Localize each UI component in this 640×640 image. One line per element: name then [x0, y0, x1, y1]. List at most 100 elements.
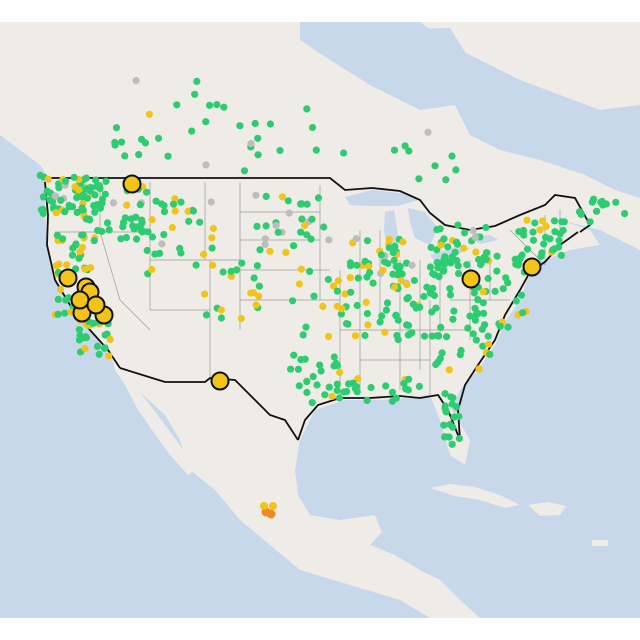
station-marker-320[interactable]: [391, 242, 399, 250]
large-station-marker-0[interactable]: [122, 174, 142, 194]
station-marker-198[interactable]: [177, 249, 185, 257]
station-marker-604[interactable]: [213, 101, 221, 109]
station-marker-74[interactable]: [143, 188, 151, 196]
station-marker-207[interactable]: [151, 250, 159, 258]
station-marker-417[interactable]: [448, 253, 456, 261]
station-marker-163[interactable]: [103, 330, 111, 338]
station-marker-532[interactable]: [428, 332, 436, 340]
station-marker-391[interactable]: [428, 308, 436, 316]
station-marker-112[interactable]: [90, 237, 98, 245]
station-marker-598[interactable]: [155, 134, 163, 142]
station-marker-462[interactable]: [484, 274, 492, 283]
station-marker-565[interactable]: [388, 388, 397, 396]
station-marker-314[interactable]: [336, 368, 344, 376]
station-marker-265[interactable]: [361, 331, 369, 340]
station-marker-625[interactable]: [452, 166, 460, 174]
station-marker-204[interactable]: [136, 201, 144, 209]
station-marker-619[interactable]: [340, 149, 348, 157]
station-marker-248[interactable]: [301, 221, 309, 229]
station-marker-242[interactable]: [298, 215, 306, 223]
station-marker-393[interactable]: [403, 295, 411, 303]
station-marker-464[interactable]: [475, 255, 483, 264]
station-marker-618[interactable]: [448, 152, 456, 160]
station-marker-186[interactable]: [209, 261, 217, 269]
station-marker-310[interactable]: [332, 359, 340, 367]
station-marker-168[interactable]: [93, 342, 102, 350]
large-station-marker-10[interactable]: [86, 295, 106, 315]
station-marker-524[interactable]: [435, 332, 443, 340]
station-marker-590[interactable]: [118, 138, 126, 146]
station-marker-446[interactable]: [496, 322, 504, 330]
station-marker-458[interactable]: [480, 253, 488, 261]
station-marker-258[interactable]: [290, 242, 298, 250]
station-marker-245[interactable]: [320, 223, 328, 231]
station-marker-580[interactable]: [588, 198, 597, 206]
station-marker-226[interactable]: [238, 259, 246, 267]
station-marker-487[interactable]: [550, 217, 559, 225]
station-marker-509[interactable]: [538, 249, 546, 257]
station-marker-378[interactable]: [404, 331, 412, 339]
station-marker-435[interactable]: [433, 258, 441, 267]
station-marker-33[interactable]: [65, 201, 73, 209]
station-marker-571[interactable]: [404, 386, 412, 394]
station-marker-158[interactable]: [81, 344, 89, 353]
station-marker-263[interactable]: [351, 332, 360, 340]
station-marker-125[interactable]: [54, 310, 62, 318]
station-marker-522[interactable]: [479, 342, 487, 350]
station-marker-545[interactable]: [441, 390, 449, 398]
station-marker-480[interactable]: [529, 236, 538, 244]
station-marker-367[interactable]: [408, 261, 416, 269]
station-marker-581[interactable]: [597, 198, 605, 206]
station-marker-612[interactable]: [236, 122, 244, 130]
station-marker-142[interactable]: [52, 262, 60, 270]
station-marker-323[interactable]: [352, 235, 360, 243]
station-marker-518[interactable]: [443, 333, 451, 341]
station-marker-275[interactable]: [289, 297, 297, 305]
station-marker-501[interactable]: [542, 233, 550, 241]
station-marker-247[interactable]: [262, 222, 270, 230]
station-marker-309[interactable]: [309, 373, 317, 381]
station-marker-202[interactable]: [189, 207, 198, 215]
station-marker-563[interactable]: [388, 397, 396, 405]
station-marker-402[interactable]: [391, 283, 399, 291]
station-marker-220[interactable]: [237, 314, 245, 323]
station-marker-434[interactable]: [431, 271, 439, 279]
station-marker-577[interactable]: [621, 210, 629, 218]
station-marker-558[interactable]: [363, 396, 371, 404]
station-marker-212[interactable]: [255, 282, 263, 290]
station-marker-206[interactable]: [138, 219, 146, 227]
station-marker-340[interactable]: [379, 266, 387, 274]
station-marker-103[interactable]: [127, 215, 135, 223]
station-marker-56[interactable]: [91, 208, 99, 216]
station-marker-197[interactable]: [196, 218, 204, 226]
station-marker-232[interactable]: [314, 194, 323, 202]
station-marker-218[interactable]: [217, 314, 225, 322]
station-marker-528[interactable]: [437, 323, 445, 331]
station-marker-414[interactable]: [463, 261, 471, 269]
station-marker-295[interactable]: [321, 391, 329, 399]
station-marker-507[interactable]: [536, 226, 544, 234]
station-marker-270[interactable]: [297, 265, 305, 273]
station-marker-256[interactable]: [308, 215, 316, 223]
station-marker-472[interactable]: [519, 309, 527, 317]
station-marker-313[interactable]: [287, 365, 295, 373]
station-marker-412[interactable]: [469, 227, 477, 235]
station-marker-354[interactable]: [454, 262, 462, 270]
station-marker-229[interactable]: [255, 292, 263, 300]
station-marker-567[interactable]: [340, 388, 348, 396]
station-marker-344[interactable]: [366, 269, 374, 277]
station-marker-38[interactable]: [55, 184, 63, 192]
station-marker-213[interactable]: [250, 274, 258, 282]
station-marker-201[interactable]: [148, 233, 157, 241]
station-marker-97[interactable]: [123, 201, 131, 209]
station-marker-610[interactable]: [254, 134, 262, 142]
station-marker-297[interactable]: [333, 380, 341, 388]
station-marker-613[interactable]: [247, 140, 255, 148]
station-marker-438[interactable]: [437, 241, 445, 249]
station-marker-520[interactable]: [466, 312, 474, 320]
station-marker-519[interactable]: [472, 336, 480, 344]
station-marker-253[interactable]: [325, 236, 333, 244]
station-marker-126[interactable]: [87, 264, 95, 272]
station-marker-205[interactable]: [169, 200, 178, 208]
